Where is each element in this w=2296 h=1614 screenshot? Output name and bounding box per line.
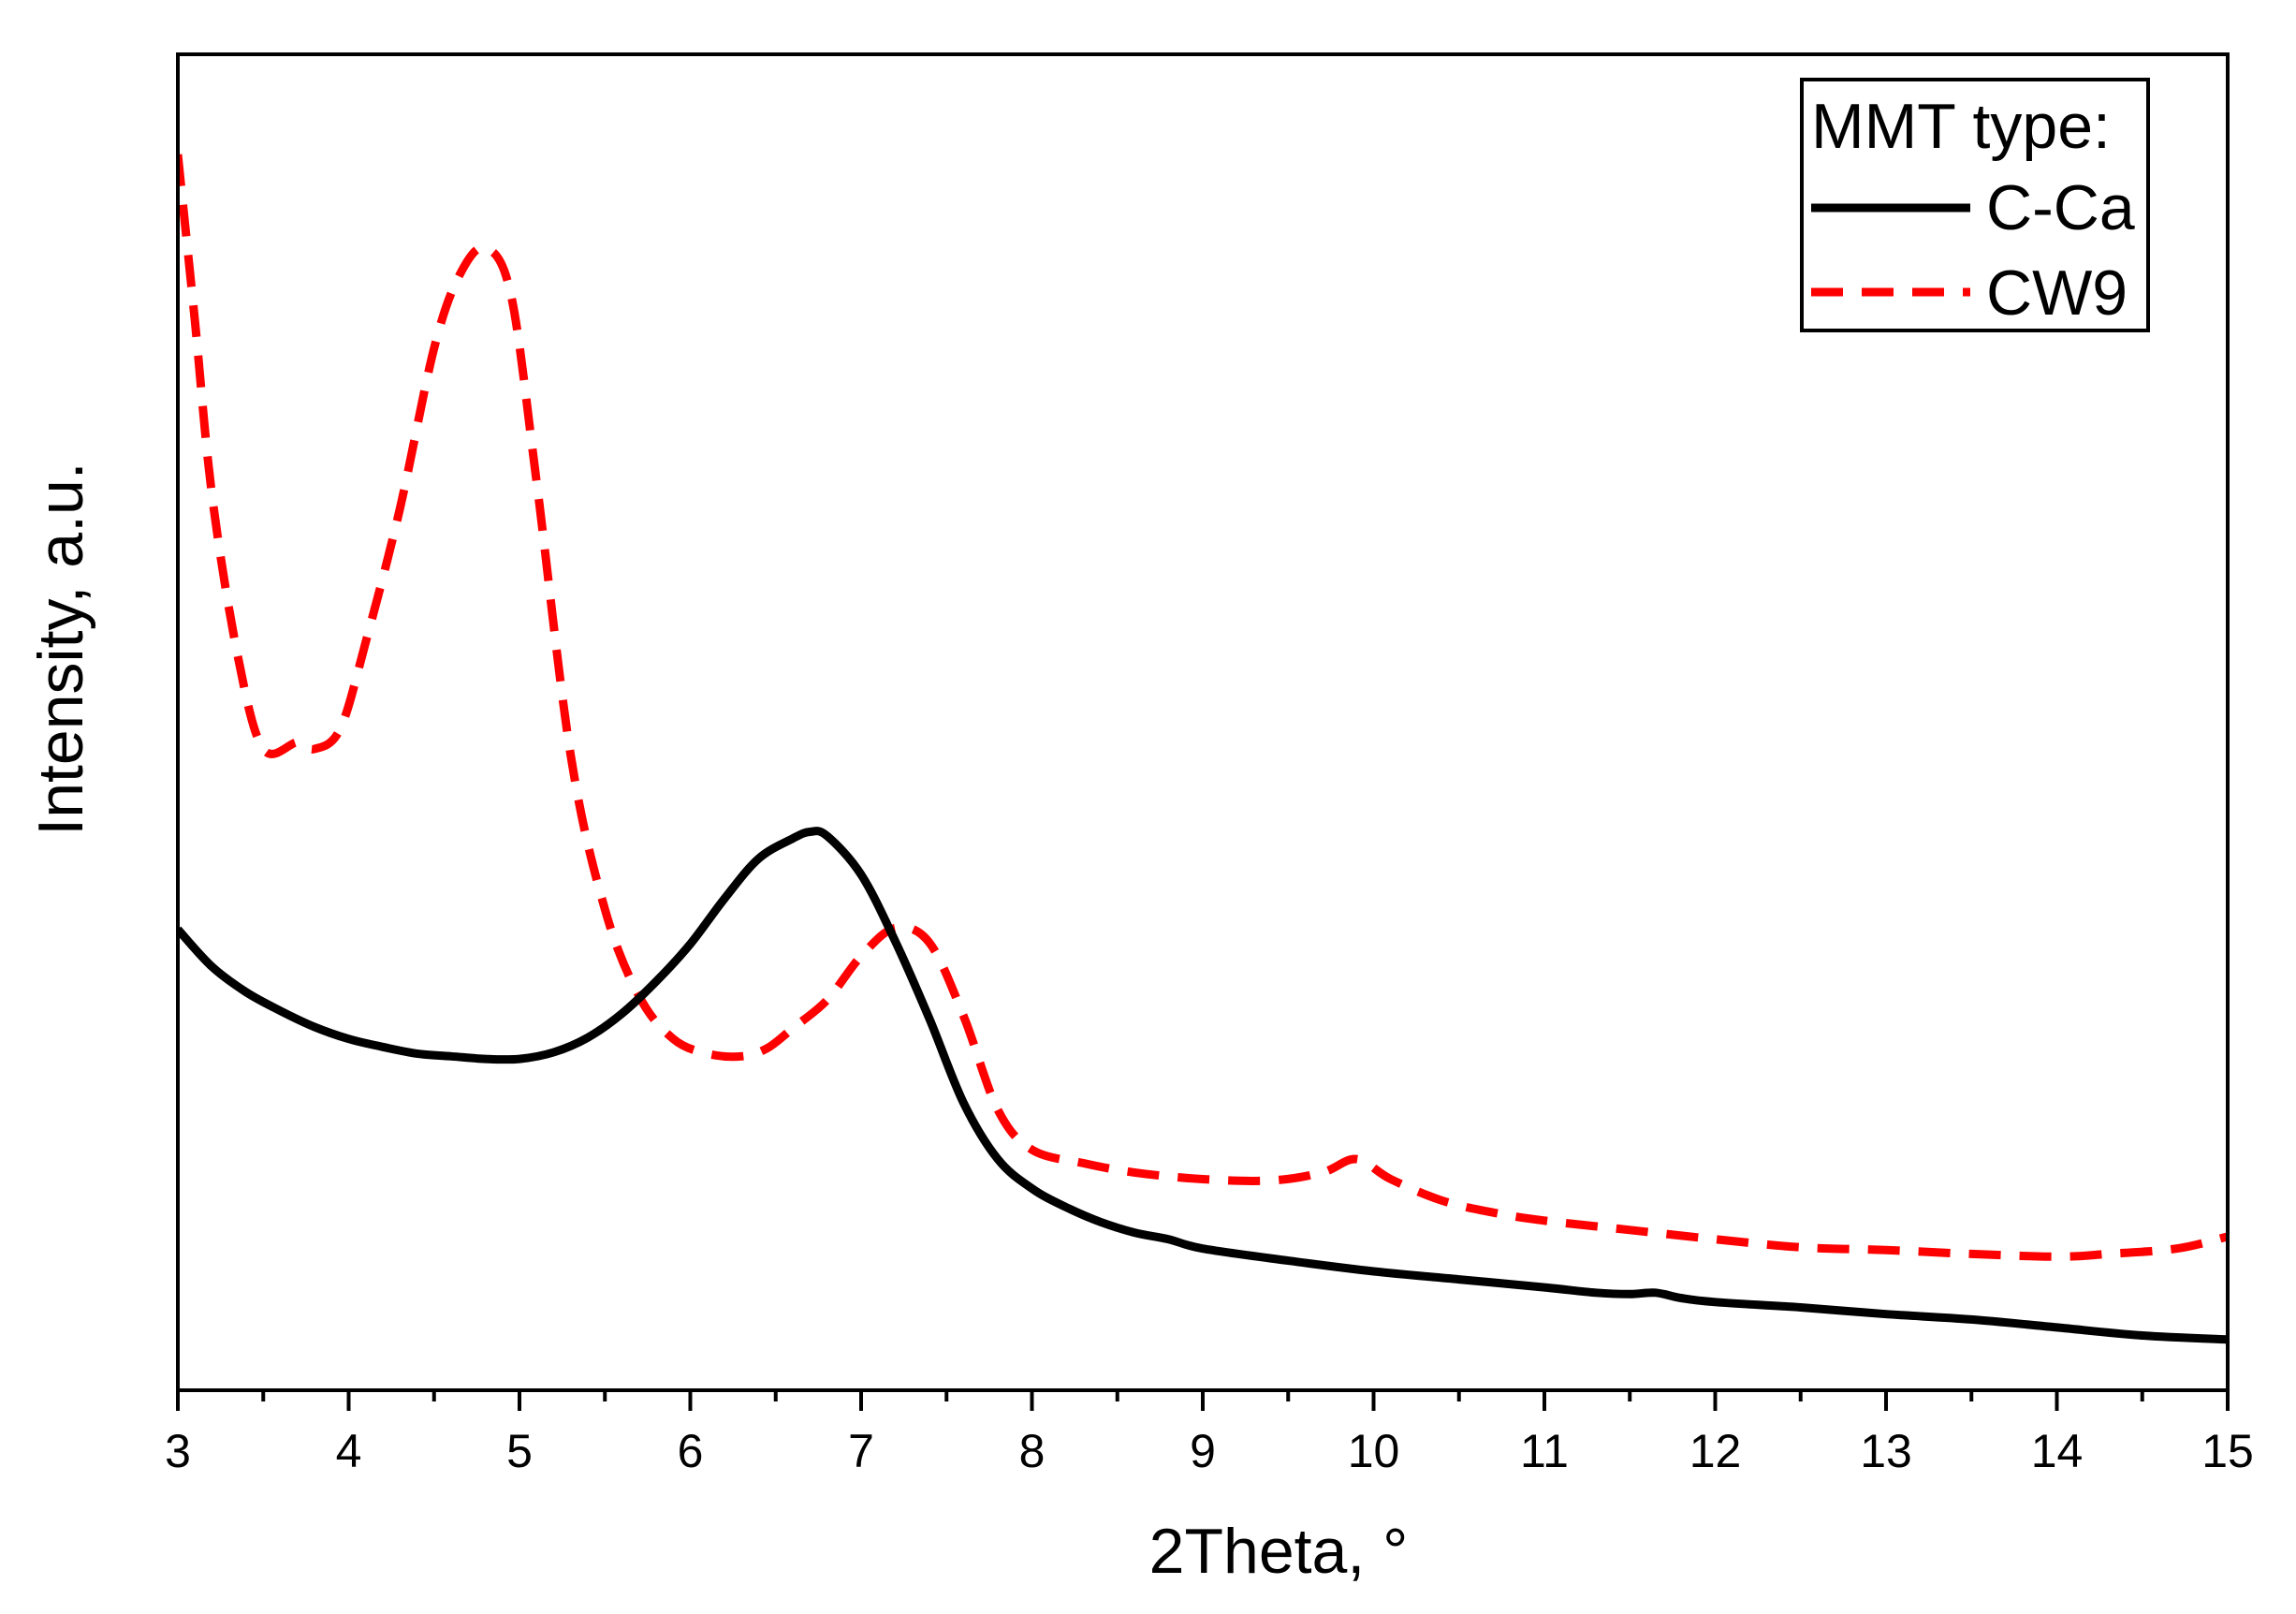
series-line-c-ca — [178, 827, 2228, 1344]
x-tick-label: 12 — [1689, 1425, 1742, 1477]
x-tick-label: 15 — [2201, 1425, 2254, 1477]
series-group — [178, 154, 2228, 1344]
legend: MMT type: C-Ca CW9 — [1800, 78, 2150, 332]
x-tick-label: 13 — [1860, 1425, 1912, 1477]
x-tick-label: 6 — [678, 1425, 704, 1477]
axis-layer: 3 4 5 6 7 8 9 10 11 12 13 14 15 — [165, 52, 2254, 1477]
legend-title: MMT type: — [1811, 91, 2111, 162]
x-tick-label: 9 — [1190, 1425, 1216, 1477]
x-tick-label: 5 — [506, 1425, 533, 1477]
plot-layer — [178, 154, 2228, 1344]
legend-label-c-ca: C-Ca — [1986, 172, 2135, 243]
legend-label-cw9: CW9 — [1986, 257, 2128, 329]
x-tick-label: 11 — [1520, 1425, 1569, 1477]
x-tick-label: 3 — [165, 1425, 191, 1477]
x-tick-label: 8 — [1019, 1425, 1046, 1477]
x-tick-label: 4 — [336, 1425, 362, 1477]
x-tick-label: 7 — [848, 1425, 874, 1477]
x-tick-label: 14 — [2031, 1425, 2084, 1477]
x-axis-title: 2Theta, ° — [1149, 1516, 1409, 1587]
y-axis-title: Intensity, a.u. — [25, 462, 96, 835]
x-tick-label: 10 — [1348, 1425, 1400, 1477]
